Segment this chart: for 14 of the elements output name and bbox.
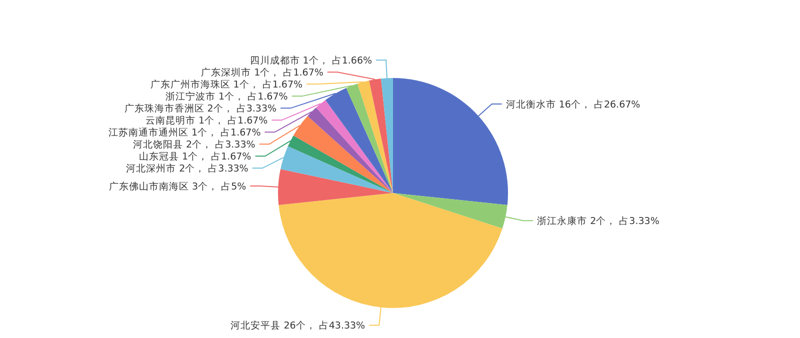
slice-label: 河北安平县 26个， 占43.33% — [230, 320, 366, 332]
slice-label: 江苏南通市通州区 1个， 占1.67% — [108, 126, 261, 139]
slice-label: 广东珠海市香洲区 2个， 占3.33% — [124, 102, 277, 115]
slice-label: 云南昆明市 1个， 占1.67% — [145, 114, 268, 127]
slice-label: 四川成都市 1个， 占1.66% — [250, 54, 372, 67]
slice-label: 浙江永康市 2个， 占3.33% — [537, 214, 660, 227]
slice-label: 河北饶阳县 2个， 占3.33% — [133, 138, 256, 151]
slice-label: 河北深州市 2个， 占3.33% — [126, 162, 248, 175]
slice-label: 浙江宁波市 1个， 占1.67% — [166, 90, 288, 103]
slice-label: 山东冠县 1个， 占1.67% — [138, 150, 252, 163]
slice-label: 广东佛山市南海区 3个， 占5% — [109, 180, 246, 192]
slice-label: 广东广州市海珠区 1个， 占1.67% — [150, 78, 303, 91]
slice-label: 河北衡水市 16个， 占26.67% — [506, 98, 640, 110]
slice-label: 广东深圳市 1个， 占1.67% — [201, 66, 324, 79]
